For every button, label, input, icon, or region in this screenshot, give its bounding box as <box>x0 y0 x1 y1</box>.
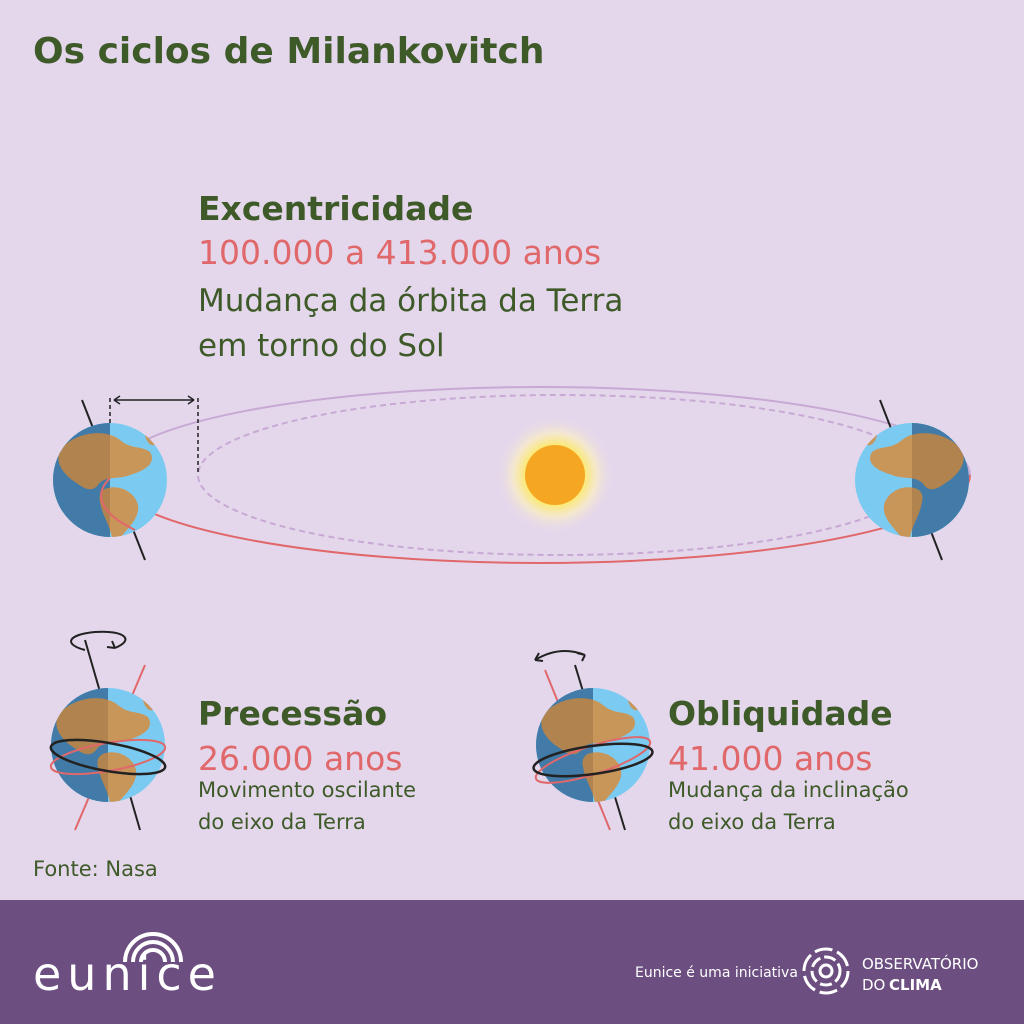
footer <box>0 900 1024 1024</box>
section-description: do eixo da Terra <box>668 810 836 834</box>
earth <box>51 688 165 803</box>
obliquity-diagram <box>532 650 654 831</box>
partner-logo <box>802 947 850 995</box>
section-period: 26.000 anos <box>198 739 402 778</box>
section-period: 41.000 anos <box>668 739 872 778</box>
orbit-diagram <box>53 386 971 564</box>
section-description: em torno do Sol <box>198 328 445 364</box>
equator <box>49 738 167 776</box>
precession-diagram <box>49 630 167 831</box>
section-period: 100.000 a 413.000 anos <box>198 233 601 272</box>
partner-name: CLIMA <box>889 976 942 994</box>
section-description: do eixo da Terra <box>198 810 366 834</box>
section-heading: Obliquidade <box>668 694 893 733</box>
earth <box>855 423 969 538</box>
equator <box>532 742 654 778</box>
distance-arrow <box>113 395 195 405</box>
orbit-front <box>100 477 136 531</box>
tilt-arrow <box>534 652 586 662</box>
section-description: Movimento oscilante <box>198 778 416 802</box>
brand-arcs <box>123 932 183 963</box>
rotation-arrow <box>70 630 127 651</box>
section-heading: Excentricidade <box>198 189 473 228</box>
section-heading: Precessão <box>198 694 387 733</box>
rotation-arrow <box>106 640 116 649</box>
title: Os ciclos de Milankovitch <box>33 31 544 72</box>
section-description: Mudança da órbita da Terra <box>198 283 623 319</box>
earth <box>53 423 167 538</box>
source: Fonte: Nasa <box>33 857 158 881</box>
initiative: Eunice é uma iniciativa <box>635 965 798 981</box>
partner-name: OBSERVATÓRIO <box>862 954 978 973</box>
brand-logo: eunice <box>33 947 222 1001</box>
section-description: Mudança da inclinação <box>668 778 909 802</box>
sun <box>525 445 585 505</box>
partner-name: DO <box>862 976 885 994</box>
